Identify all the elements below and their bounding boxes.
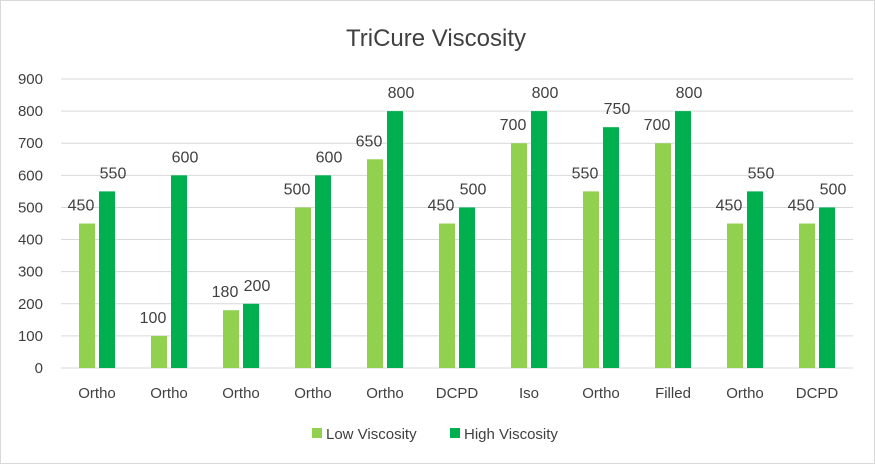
high-viscosity-bar: [819, 207, 835, 368]
data-label: 450: [716, 198, 743, 215]
x-tick-label: Ortho: [78, 385, 116, 402]
data-label: 100: [140, 310, 167, 327]
low-viscosity-bar: [223, 310, 239, 368]
legend-label-high: High Viscosity: [464, 426, 558, 443]
x-tick-label: Ortho: [294, 385, 332, 402]
data-label: 500: [284, 181, 311, 198]
x-tick-label: Ortho: [582, 385, 620, 402]
x-axis-ticks: Ortho Ortho Ortho Ortho Ortho DCPD Iso Ortho Fil…: [78, 385, 838, 402]
low-viscosity-bar: [583, 191, 599, 368]
data-label: 800: [388, 85, 415, 102]
x-tick-label: DCPD: [796, 385, 839, 402]
low-viscosity-bar: [439, 223, 455, 368]
y-tick-label: 200: [18, 296, 43, 313]
data-label: 700: [500, 117, 527, 134]
legend-label-low: Low Viscosity: [326, 426, 417, 443]
y-tick-label: 500: [18, 199, 43, 216]
y-tick-label: 700: [18, 135, 43, 152]
data-label: 800: [676, 85, 703, 102]
data-label: 600: [172, 149, 199, 166]
x-tick-label: Ortho: [150, 385, 188, 402]
high-viscosity-bar: [99, 191, 115, 368]
x-tick-label: Ortho: [222, 385, 260, 402]
data-label: 450: [428, 198, 455, 215]
low-viscosity-bar: [511, 143, 527, 368]
data-label: 800: [532, 85, 559, 102]
low-viscosity-bar: [367, 159, 383, 368]
y-tick-label: 100: [18, 328, 43, 345]
y-axis-ticks: 0 100 200 300 400 500 600 700 800 900: [18, 71, 43, 377]
y-tick-label: 600: [18, 167, 43, 184]
high-viscosity-bar: [387, 111, 403, 368]
legend-swatch-high: [450, 428, 460, 438]
data-label: 650: [356, 133, 383, 150]
data-label: 200: [244, 278, 271, 295]
legend: Low Viscosity High Viscosity: [312, 426, 558, 443]
high-viscosity-bar: [531, 111, 547, 368]
high-viscosity-bar: [603, 127, 619, 369]
data-label: 550: [100, 165, 127, 182]
low-viscosity-bar: [79, 223, 95, 368]
data-label: 600: [316, 149, 343, 166]
high-viscosity-bar: [747, 191, 763, 368]
legend-swatch-low: [312, 428, 322, 438]
high-viscosity-bar: [315, 175, 331, 368]
high-viscosity-bar: [675, 111, 691, 368]
y-tick-label: 300: [18, 264, 43, 281]
low-viscosity-bar: [655, 143, 671, 368]
data-label: 550: [748, 165, 775, 182]
y-tick-label: 0: [35, 360, 43, 377]
low-viscosity-bar: [151, 335, 167, 368]
data-label: 180: [212, 284, 239, 301]
x-tick-label: DCPD: [436, 385, 479, 402]
low-viscosity-bar: [799, 223, 815, 368]
y-tick-label: 800: [18, 103, 43, 120]
data-label: 550: [572, 165, 599, 182]
x-tick-label: Iso: [519, 385, 539, 402]
y-tick-label: 400: [18, 232, 43, 249]
data-label: 450: [68, 198, 95, 215]
data-label: 750: [604, 101, 631, 118]
data-label: 450: [788, 198, 815, 215]
chart-title: TriCure Viscosity: [346, 25, 526, 52]
data-label: 700: [644, 117, 671, 134]
y-tick-label: 900: [18, 71, 43, 88]
x-tick-label: Filled: [655, 385, 691, 402]
high-viscosity-bar: [243, 303, 259, 368]
bars: [79, 111, 835, 369]
x-tick-label: Ortho: [726, 385, 764, 402]
high-viscosity-bar: [171, 175, 187, 368]
data-label: 500: [460, 181, 487, 198]
gridlines: [61, 78, 853, 369]
data-labels: 450 550 100 600 180 200 500 600 650 800 450 500 700 8…: [68, 85, 847, 327]
x-tick-label: Ortho: [366, 385, 404, 402]
low-viscosity-bar: [727, 223, 743, 368]
high-viscosity-bar: [459, 207, 475, 368]
data-label: 500: [820, 181, 847, 198]
low-viscosity-bar: [295, 207, 311, 368]
